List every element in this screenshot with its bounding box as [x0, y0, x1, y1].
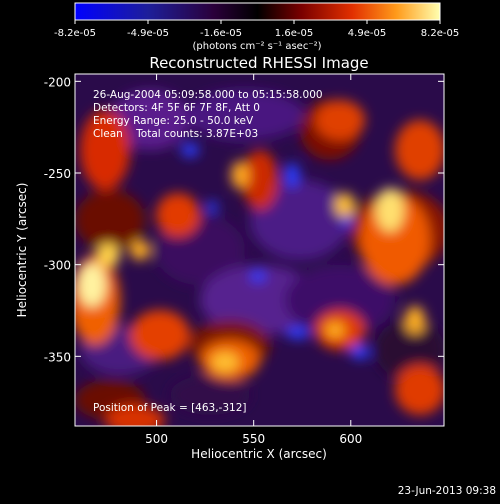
x-axis-tick-label: 500: [145, 432, 168, 446]
y-axis-tick-label: -200: [44, 75, 71, 89]
image-annotations: 26-Aug-2004 05:09:58.000 to 05:15:58.000…: [93, 89, 323, 414]
x-axis-ticks: 500 550 600: [145, 74, 362, 446]
colorbar-tick-label: 1.6e-05: [275, 28, 313, 39]
annotation-energy-range: Energy Range: 25.0 - 50.0 keV: [93, 115, 254, 127]
colorbar-tick-label: 8.2e-05: [421, 28, 459, 39]
colorbar-gradient: [74, 2, 441, 21]
x-axis-label: Heliocentric X (arcsec): [191, 447, 327, 461]
colorbar-tick-label: -1.6e-05: [200, 28, 242, 39]
colorbar-ticks: -8.2e-05 -4.9e-05 -1.6e-05 1.6e-05 4.9e-05 8.…: [54, 20, 459, 39]
y-axis-label: Heliocentric Y (arcsec): [15, 183, 29, 318]
plot-area: 500 550 600 -200 -250 -300 -350: [44, 73, 445, 446]
y-axis-tick-label: -300: [44, 259, 71, 273]
y-axis-tick-label: -250: [44, 167, 71, 181]
annotation-peak-position: Position of Peak = [463,-312]: [93, 402, 247, 414]
x-axis-tick-label: 600: [339, 432, 362, 446]
colorbar-tick-label: 4.9e-05: [348, 28, 386, 39]
colorbar-tick-label: -8.2e-05: [54, 28, 96, 39]
y-axis-tick-label: -350: [44, 350, 71, 364]
colorbar-units-label: (photons cm⁻² s⁻¹ asec⁻²): [192, 41, 321, 52]
y-axis-ticks: -200 -250 -300 -350: [44, 75, 444, 364]
x-axis-tick-label: 550: [242, 432, 265, 446]
annotation-detectors: Detectors: 4F 5F 6F 7F 8F, Att 0: [93, 102, 260, 114]
colorbar: -8.2e-05 -4.9e-05 -1.6e-05 1.6e-05 4.9e-05 8.…: [54, 2, 459, 52]
plot-frame: [74, 73, 445, 427]
image-map: [75, 90, 444, 426]
annotation-algorithm: Clean Total counts: 3.87E+03: [93, 128, 258, 140]
footer-timestamp: 23-Jun-2013 09:38: [398, 485, 496, 497]
plot-title: Reconstructed RHESSI Image: [149, 54, 368, 72]
annotation-time-range: 26-Aug-2004 05:09:58.000 to 05:15:58.000: [93, 89, 323, 101]
colorbar-tick-label: -4.9e-05: [127, 28, 169, 39]
